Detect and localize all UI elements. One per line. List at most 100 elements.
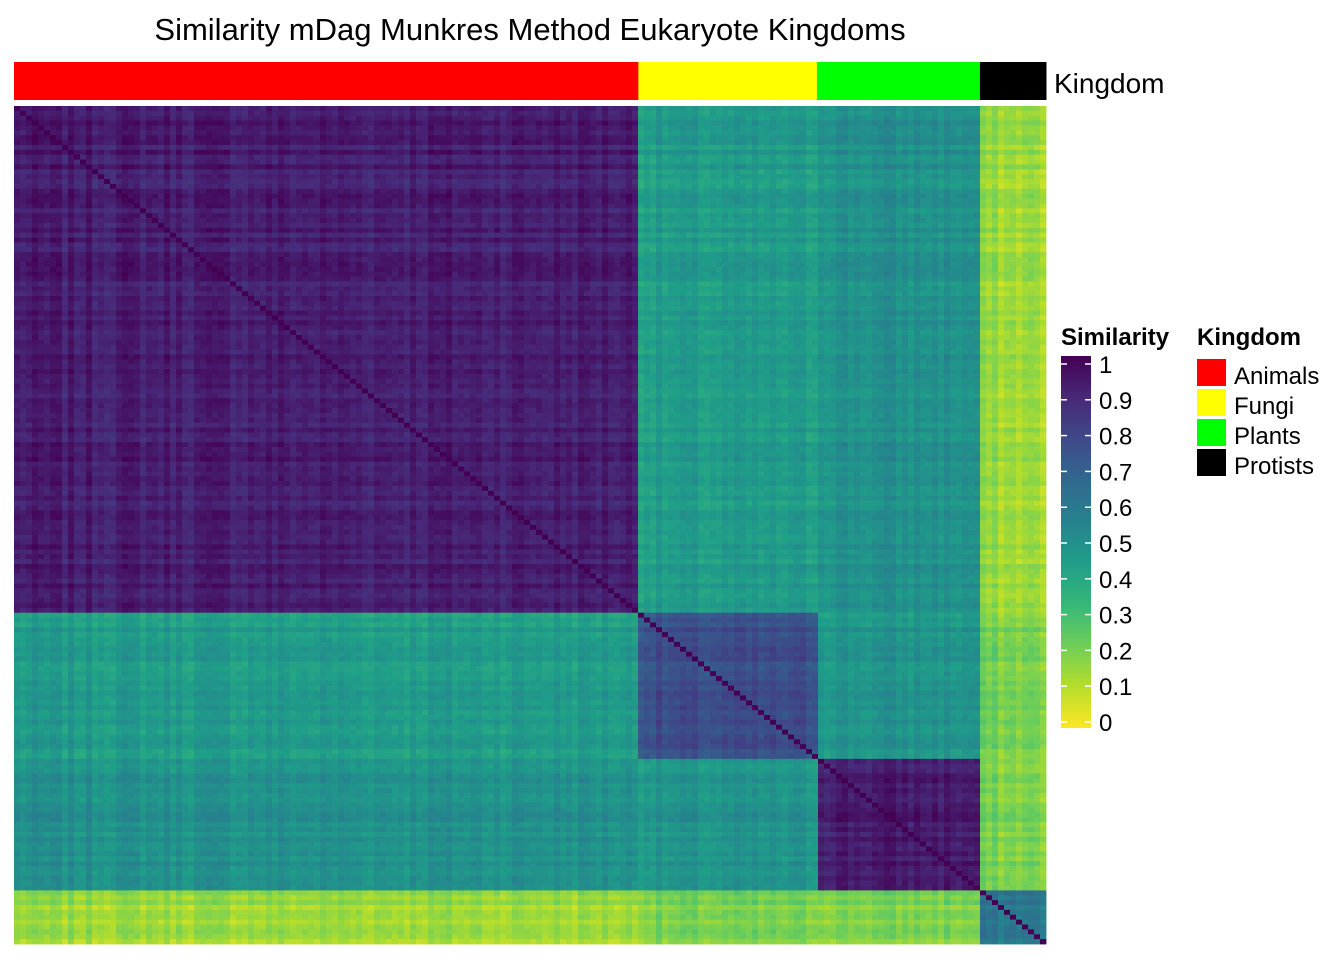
heatmap-cell	[614, 174, 620, 179]
heatmap-cell	[332, 135, 338, 140]
heatmap-cell	[644, 135, 650, 140]
heatmap-cell	[806, 199, 812, 204]
heatmap-cell	[788, 155, 794, 160]
heatmap-cell	[1016, 238, 1022, 243]
heatmap-cell	[1004, 199, 1010, 204]
heatmap-cell	[212, 130, 218, 135]
heatmap-cell	[188, 194, 194, 199]
heatmap-cell	[338, 218, 344, 223]
heatmap-cell	[368, 125, 374, 130]
heatmap-cell	[716, 164, 722, 169]
heatmap-cell	[596, 184, 602, 189]
heatmap-cell	[308, 140, 314, 145]
heatmap-cell	[14, 130, 20, 135]
heatmap-cell	[116, 121, 122, 126]
heatmap-cell	[194, 125, 200, 130]
heatmap-cell	[254, 164, 260, 169]
heatmap-cell	[734, 160, 740, 165]
heatmap-cell	[272, 228, 278, 233]
heatmap-cell	[386, 125, 392, 130]
heatmap-cell	[878, 150, 884, 155]
heatmap-cell	[746, 223, 752, 228]
heatmap-cell	[926, 111, 932, 116]
heatmap-cell	[290, 208, 296, 213]
heatmap-cell	[86, 150, 92, 155]
heatmap-cell	[962, 155, 968, 160]
heatmap-cell	[116, 184, 122, 189]
heatmap-cell	[710, 228, 716, 233]
heatmap-cell	[392, 242, 398, 247]
heatmap-cell	[998, 179, 1004, 184]
heatmap-cell	[290, 203, 296, 208]
heatmap-cell	[440, 218, 446, 223]
heatmap-cell	[266, 121, 272, 126]
heatmap-cell	[794, 238, 800, 243]
heatmap-cell	[464, 218, 470, 223]
heatmap-cell	[998, 233, 1004, 238]
heatmap-cell	[278, 174, 284, 179]
heatmap-cell	[824, 242, 830, 247]
heatmap-cell	[860, 111, 866, 116]
heatmap-cell	[332, 116, 338, 121]
heatmap-cell	[800, 106, 806, 111]
heatmap-cell	[902, 189, 908, 194]
heatmap-cell	[722, 228, 728, 233]
heatmap-cell	[170, 155, 176, 160]
heatmap-cell	[794, 150, 800, 155]
heatmap-cell	[128, 121, 134, 126]
heatmap-cell	[926, 184, 932, 189]
heatmap-cell	[302, 160, 308, 165]
heatmap-cell	[554, 223, 560, 228]
heatmap-cell	[782, 174, 788, 179]
heatmap-cell	[464, 140, 470, 145]
heatmap-cell	[554, 150, 560, 155]
heatmap-cell	[146, 116, 152, 121]
heatmap-cell	[896, 169, 902, 174]
heatmap-cell	[548, 238, 554, 243]
heatmap-cell	[188, 228, 194, 233]
heatmap-cell	[140, 238, 146, 243]
heatmap-cell	[434, 184, 440, 189]
heatmap-cell	[710, 184, 716, 189]
heatmap-cell	[854, 203, 860, 208]
heatmap-cell	[782, 189, 788, 194]
heatmap-cell	[878, 184, 884, 189]
heatmap-cell	[422, 179, 428, 184]
heatmap-cell	[146, 155, 152, 160]
heatmap-cell	[344, 199, 350, 204]
heatmap-cell	[632, 155, 638, 160]
heatmap-cell	[470, 116, 476, 121]
heatmap-cell	[836, 179, 842, 184]
heatmap-cell	[470, 194, 476, 199]
heatmap-cell	[500, 155, 506, 160]
heatmap-cell	[332, 218, 338, 223]
heatmap-cell	[290, 179, 296, 184]
heatmap-cell	[224, 189, 230, 194]
heatmap-cell	[290, 125, 296, 130]
heatmap-cell	[314, 233, 320, 238]
heatmap-cell	[122, 242, 128, 247]
heatmap-cell	[410, 111, 416, 116]
heatmap-cell	[164, 228, 170, 233]
heatmap-cell	[14, 203, 20, 208]
heatmap-cell	[302, 223, 308, 228]
heatmap-cell	[332, 125, 338, 130]
heatmap-cell	[122, 140, 128, 145]
heatmap-cell	[92, 116, 98, 121]
heatmap-cell	[1034, 160, 1040, 165]
heatmap-cell	[194, 228, 200, 233]
heatmap-cell	[776, 111, 782, 116]
heatmap-cell	[992, 116, 998, 121]
heatmap-cell	[1016, 160, 1022, 165]
heatmap-cell	[284, 135, 290, 140]
heatmap-cell	[92, 160, 98, 165]
heatmap-cell	[542, 111, 548, 116]
heatmap-cell	[860, 135, 866, 140]
heatmap-cell	[932, 174, 938, 179]
heatmap-cell	[44, 238, 50, 243]
heatmap-cell	[530, 169, 536, 174]
heatmap-cell	[296, 155, 302, 160]
heatmap-cell	[104, 145, 110, 150]
heatmap-cell	[44, 184, 50, 189]
heatmap-cell	[50, 179, 56, 184]
